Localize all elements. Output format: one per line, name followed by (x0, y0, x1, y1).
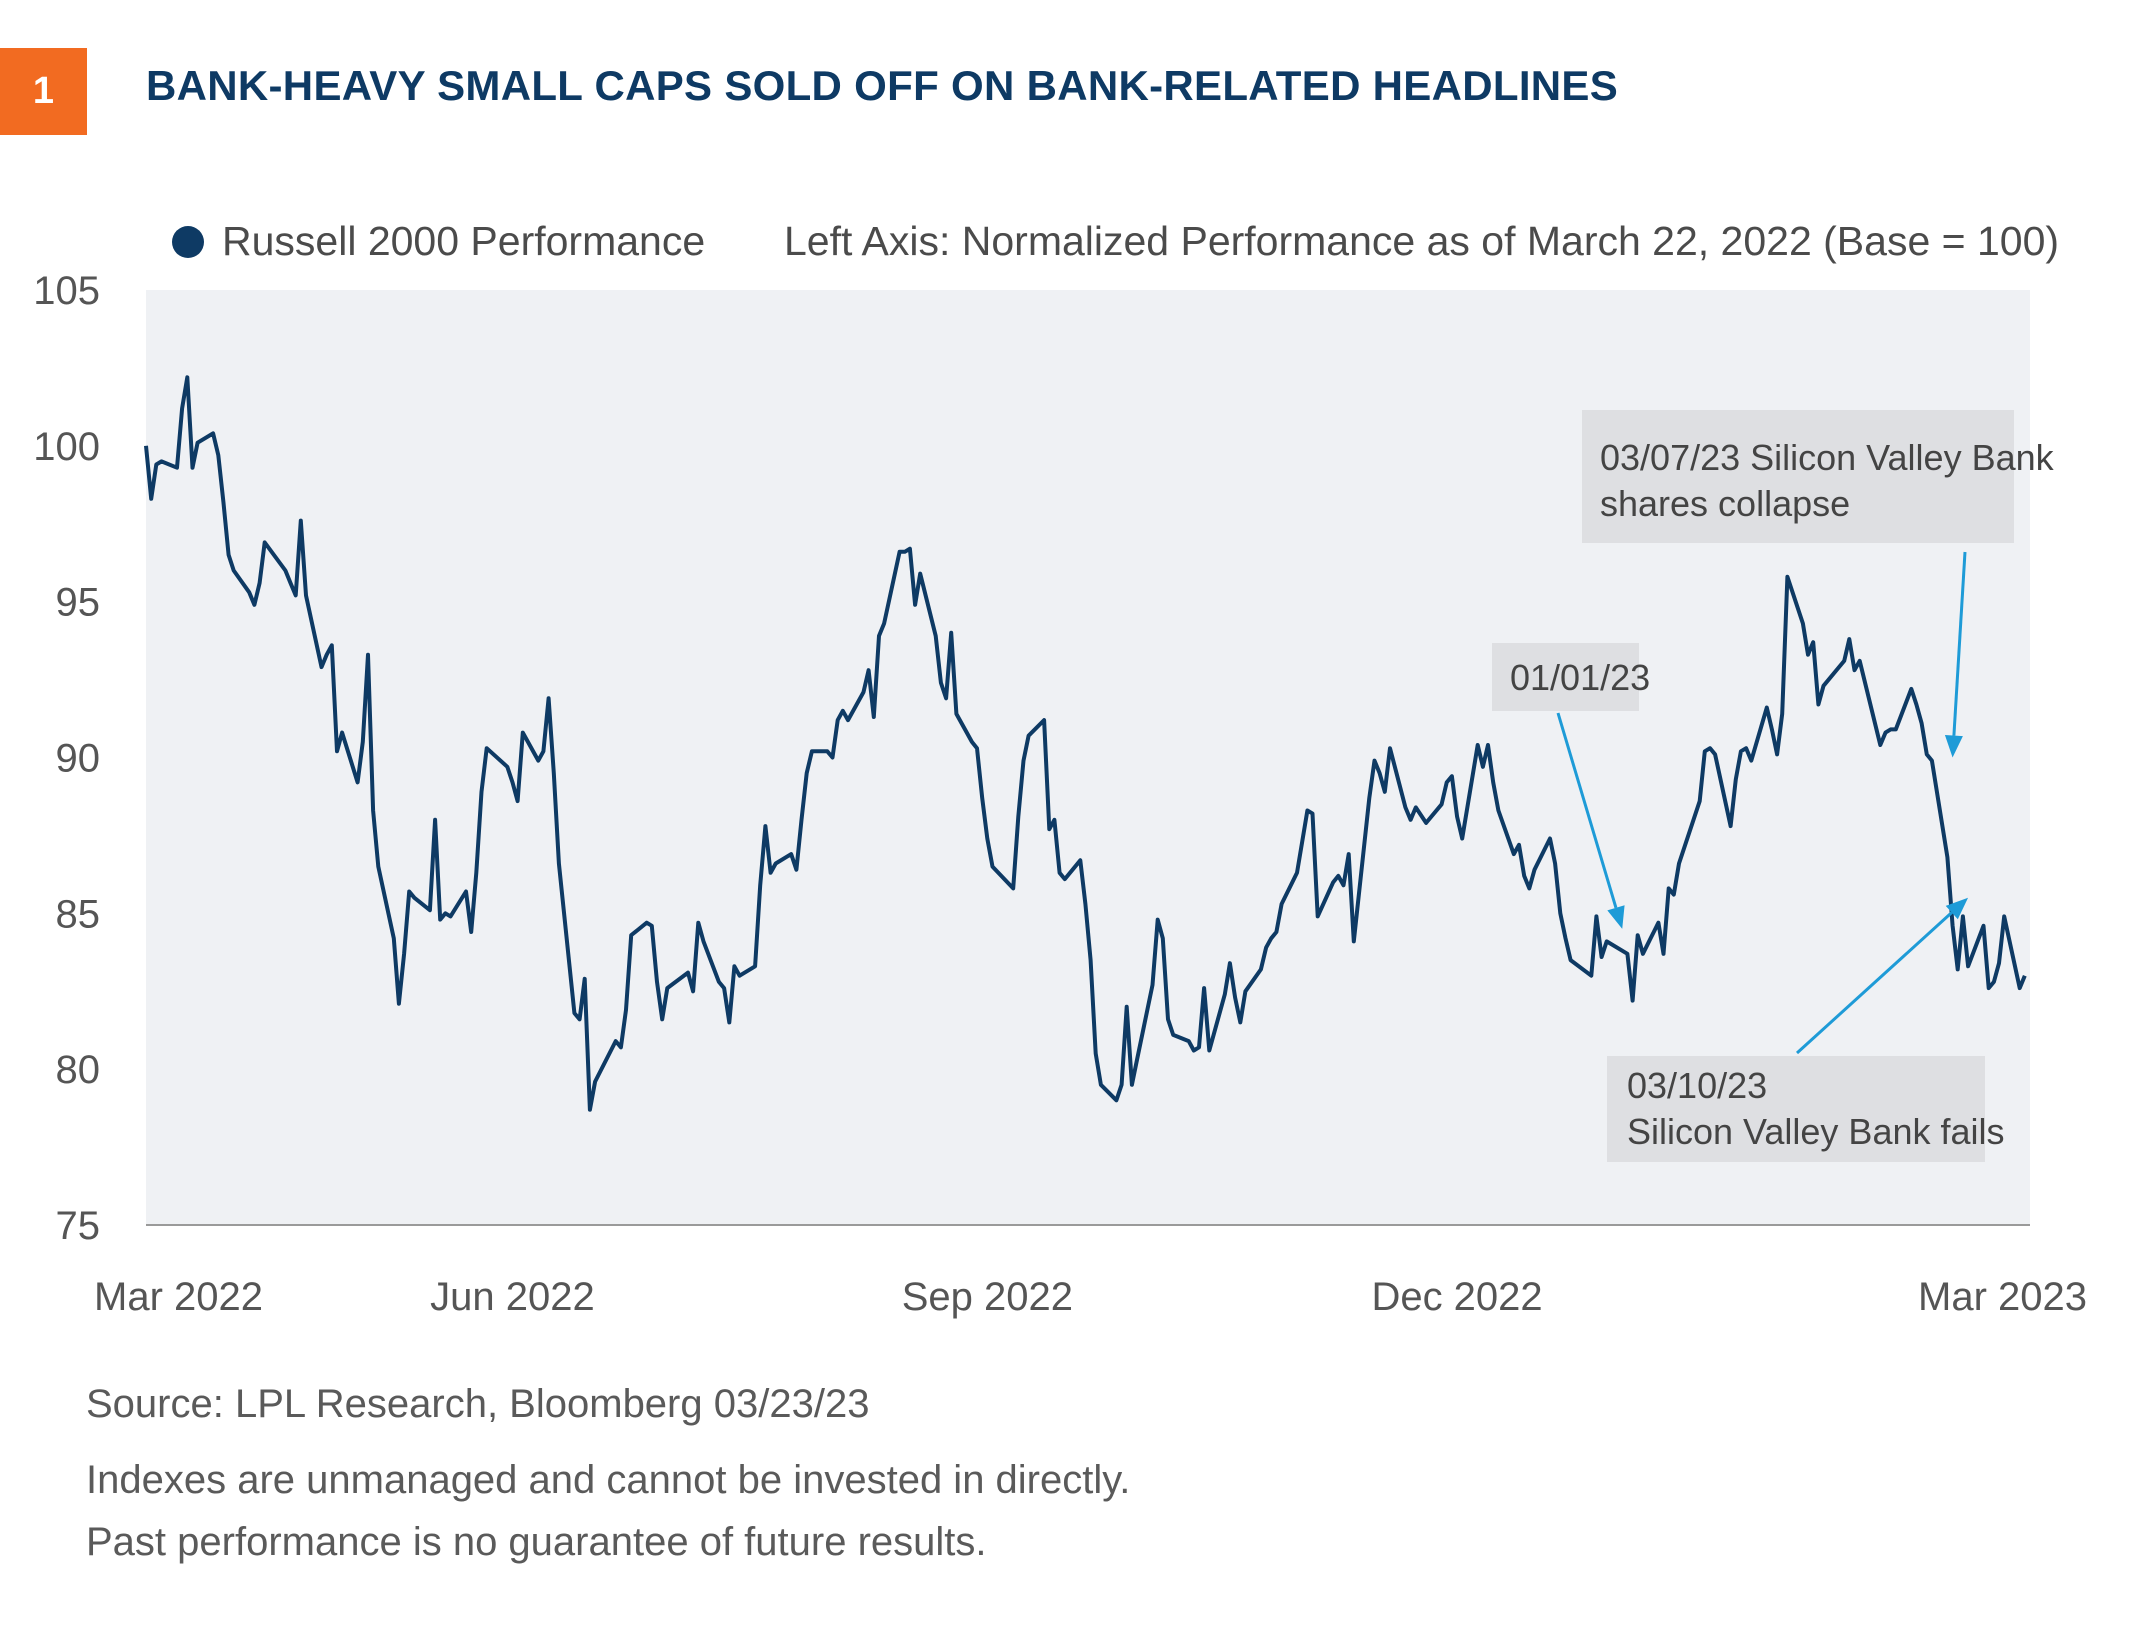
x-tick-label: Mar 2022 (94, 1275, 263, 1319)
x-tick-label: Dec 2022 (1371, 1275, 1542, 1319)
series-line-russell-2000 (144, 375, 2027, 1112)
y-tick-label: 95 (56, 581, 101, 625)
annotation-label: 03/07/23 Silicon Valley Bank (1600, 437, 2055, 478)
x-tick-label: Mar 2023 (1918, 1275, 2087, 1319)
annotation: 03/10/23 Silicon Valley Bank fails (1607, 897, 2005, 1162)
annotations: 03/07/23 Silicon Valley Bank shares colla… (1492, 410, 2055, 1162)
y-tick-label: 100 (33, 425, 100, 469)
annotation-box (1492, 643, 1639, 711)
disclaimer-unmanaged: Indexes are unmanaged and cannot be inve… (86, 1458, 1131, 1502)
y-tick-label: 85 (56, 892, 101, 936)
x-tick-label: Sep 2022 (902, 1275, 1073, 1319)
arrowhead-icon (1945, 897, 1969, 920)
y-tick-label: 105 (33, 269, 100, 313)
annotation-label: Silicon Valley Bank fails (1627, 1111, 2005, 1152)
y-tick-label: 90 (56, 737, 101, 781)
source-note: Source: LPL Research, Bloomberg 03/23/23 (86, 1382, 870, 1426)
annotation-label: shares collapse (1600, 483, 1850, 524)
annotation: 03/07/23 Silicon Valley Bank shares colla… (1582, 410, 2055, 758)
annotation-label: 01/01/23 (1510, 657, 1650, 698)
y-tick-label: 80 (56, 1048, 101, 1092)
legend: Russell 2000 Performance (172, 218, 705, 265)
annotation-box (1607, 1056, 1985, 1162)
figure-number-badge: 1 (0, 48, 87, 135)
disclaimer-past-performance: Past performance is no guarantee of futu… (86, 1520, 987, 1564)
annotation-label: 03/10/23 (1627, 1065, 1767, 1106)
annotation-box (1582, 410, 2014, 543)
chart-title: BANK-HEAVY SMALL CAPS SOLD OFF ON BANK-R… (146, 62, 1619, 109)
x-tick-label: Jun 2022 (430, 1275, 595, 1319)
line-chart: 75 80 85 90 95 100 105 Mar 2022 Jun 2022 Sep 202… (33, 269, 2087, 1319)
annotation-arrow (1556, 712, 1618, 909)
annotation: 01/01/23 (1492, 643, 1650, 929)
y-tick-label: 75 (56, 1204, 101, 1248)
y-axis: 75 80 85 90 95 100 105 (33, 269, 100, 1248)
annotation-arrow (1952, 551, 1967, 736)
axis-note: Left Axis: Normalized Performance as of … (784, 218, 2060, 264)
arrowhead-icon (1944, 734, 1963, 758)
legend-series-label: Russell 2000 Performance (222, 218, 706, 264)
arrowhead-icon (1607, 905, 1625, 929)
annotation-arrow (1795, 911, 1953, 1055)
legend-marker-icon (172, 225, 204, 258)
x-axis: Mar 2022 Jun 2022 Sep 2022 Dec 2022 Mar 2023 (94, 1275, 2087, 1319)
